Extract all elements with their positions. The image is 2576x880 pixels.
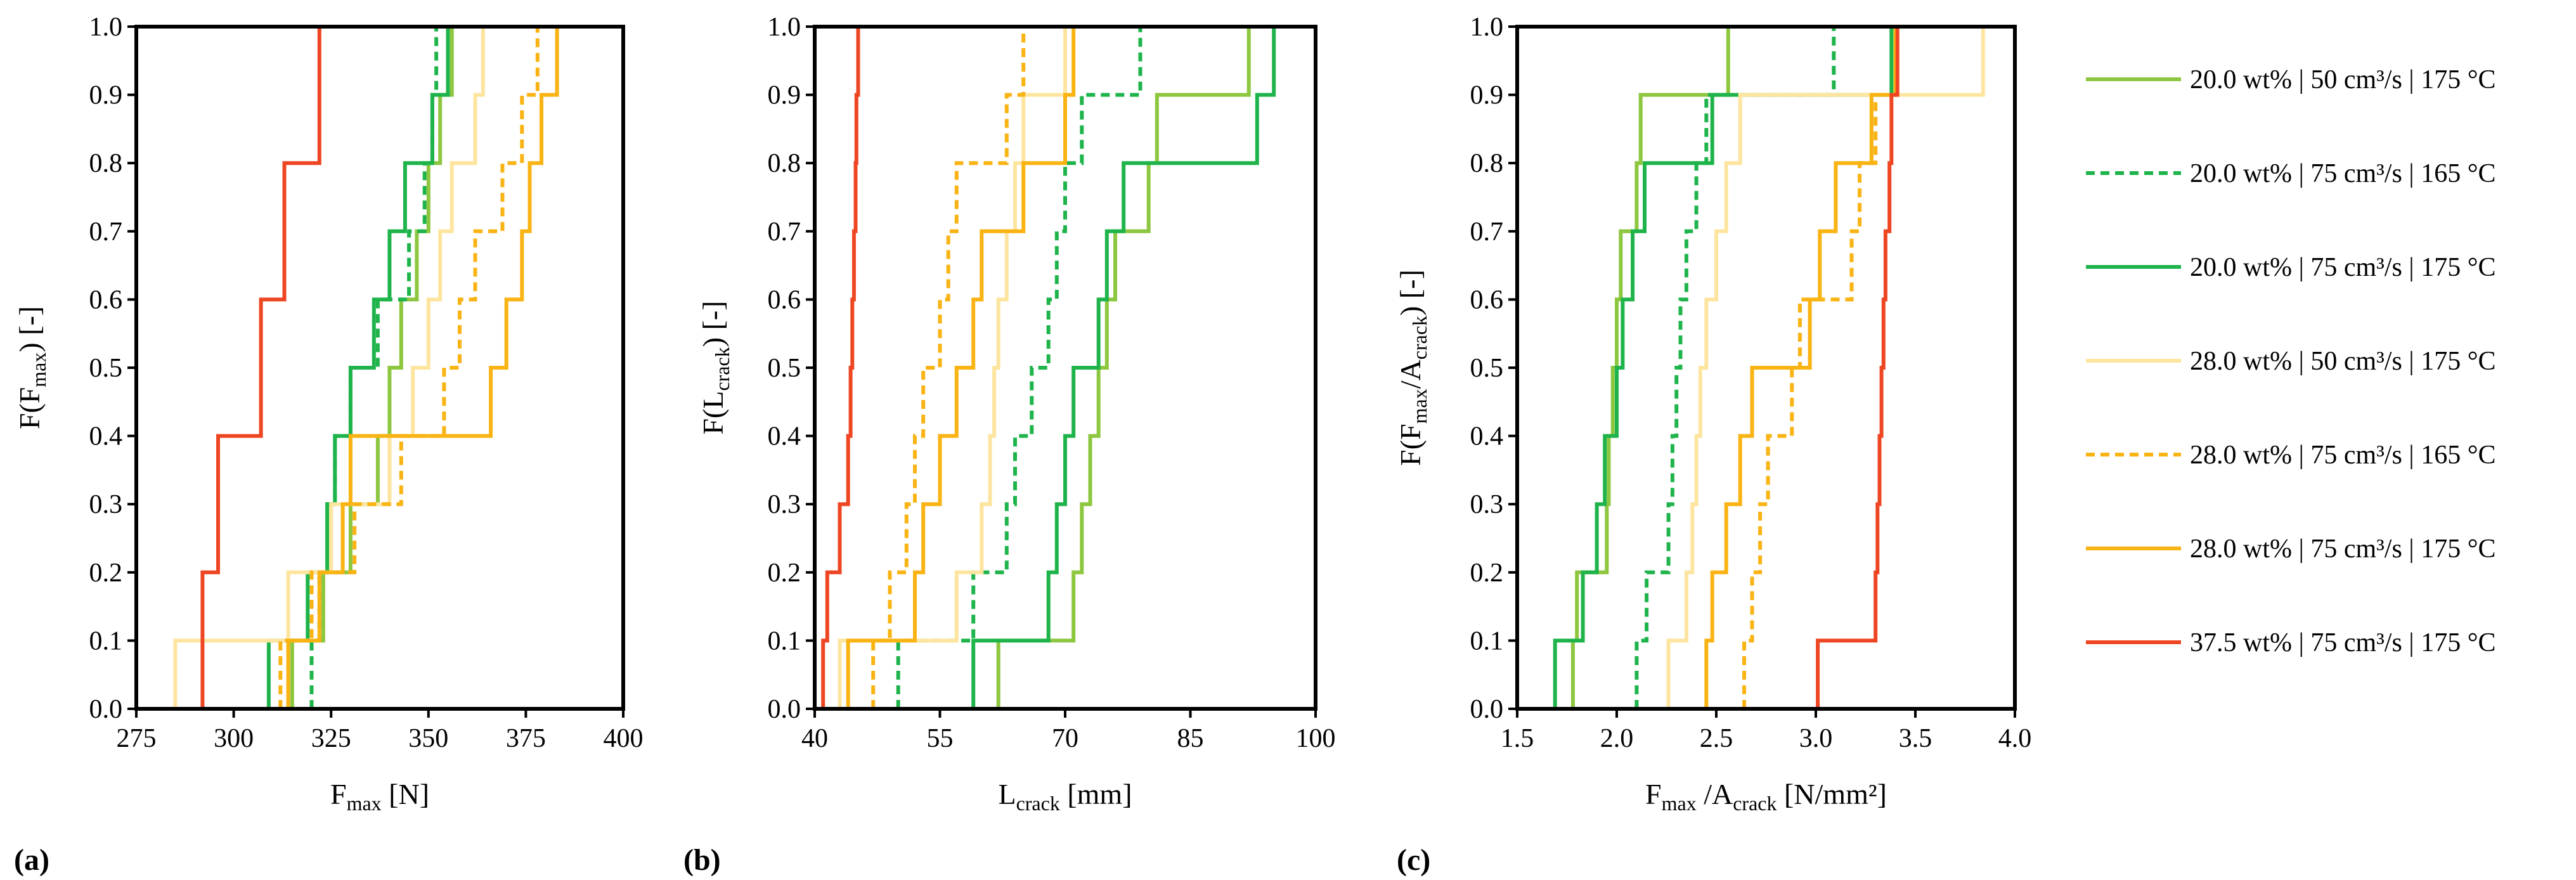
y-tick-label: 1.0 (768, 13, 801, 42)
y-tick-label: 0.9 (1470, 81, 1504, 110)
x-tick-label: 350 (408, 724, 448, 753)
x-tick-label: 3.5 (1899, 724, 1932, 753)
x-axis-label: Fmax [N] (330, 778, 429, 815)
series-line-7 (200, 25, 623, 709)
y-tick-label: 1.0 (1470, 13, 1504, 42)
legend-label-1: 20.0 wt% | 50 cm³/s | 175 °C (2190, 65, 2496, 94)
legend-label-4: 28.0 wt% | 50 cm³/s | 175 °C (2190, 347, 2496, 376)
panel-a: 275 300 325 350 375 400 0.0 0.1 0.2 0.3 0.4 0.5 0.6 0… (13, 13, 644, 877)
y-tick-label: 0.2 (768, 559, 801, 588)
y-tick-label: 0.6 (89, 285, 123, 314)
legend-label-5: 28.0 wt% | 75 cm³/s | 165 °C (2190, 441, 2496, 470)
panel-label: (b) (683, 843, 721, 877)
panel-label: (c) (1397, 843, 1430, 877)
y-tick-label: 0.4 (768, 422, 801, 451)
series-line-6 (286, 25, 623, 709)
y-axis-label: F(Fmax) [-] (13, 306, 50, 429)
x-tick-label: 100 (1296, 724, 1336, 753)
x-tick-label: 70 (1052, 724, 1078, 753)
x-axis-label: Fmax /Acrack [N/mm²] (1645, 778, 1887, 815)
series-line-3 (971, 25, 1316, 709)
series-line-6 (846, 25, 1316, 709)
legend-label-6: 28.0 wt% | 75 cm³/s | 175 °C (2190, 534, 2496, 564)
y-tick-label: 0.9 (768, 81, 801, 110)
y-tick-label: 1.0 (89, 13, 123, 42)
y-tick-label: 0.5 (768, 354, 801, 383)
series-line-1 (996, 25, 1316, 709)
series-line-4 (173, 25, 623, 709)
y-tick-label: 0.4 (89, 422, 123, 451)
x-tick-label: 4.0 (1998, 724, 2032, 753)
series-line-2 (896, 25, 1316, 709)
x-tick-label: 2.5 (1700, 724, 1733, 753)
legend-label-3: 20.0 wt% | 75 cm³/s | 175 °C (2190, 253, 2496, 282)
y-axis-label: F(Lcrack) [-] (697, 301, 734, 434)
y-tick-label: 0.9 (89, 81, 123, 110)
y-tick-label: 0.1 (89, 626, 123, 656)
series-line-2 (1634, 25, 2015, 709)
y-tick-label: 0.8 (1470, 149, 1504, 178)
y-tick-label: 0.8 (89, 149, 123, 178)
y-tick-label: 0.3 (1470, 490, 1504, 519)
series-line-4 (838, 25, 1316, 709)
x-axis-label: Lcrack [mm] (998, 778, 1132, 815)
panel-c: 1.5 2.0 2.5 3.0 3.5 4.0 0.0 0.1 0.2 0.3 0.4 0.5 0.6 0… (1394, 13, 2031, 877)
y-tick-label: 0.8 (768, 149, 801, 178)
y-tick-label: 0.0 (768, 695, 801, 724)
x-tick-label: 40 (801, 724, 828, 753)
y-tick-label: 0.0 (1470, 695, 1504, 724)
series-line-7 (821, 25, 1316, 709)
y-axis-label: F(Fmax/Acrack) [-] (1394, 269, 1431, 466)
legend: 20.0 wt% | 50 cm³/s | 175 °C 20.0 wt% | 7… (2086, 65, 2496, 657)
y-tick-label: 0.0 (89, 695, 123, 724)
x-tick-label: 375 (506, 724, 546, 753)
x-tick-label: 2.0 (1600, 724, 1634, 753)
y-tick-label: 0.6 (1470, 285, 1504, 314)
x-tick-label: 325 (311, 724, 351, 753)
legend-label-7: 37.5 wt% | 75 cm³/s | 175 °C (2190, 628, 2496, 657)
y-tick-label: 0.4 (1470, 422, 1504, 451)
panel-label: (a) (14, 843, 49, 877)
y-tick-label: 0.3 (768, 490, 801, 519)
x-tick-label: 3.0 (1799, 724, 1833, 753)
y-tick-label: 0.5 (1470, 354, 1504, 383)
y-tick-label: 0.6 (768, 285, 801, 314)
x-tick-label: 300 (214, 724, 254, 753)
series-line-7 (1816, 25, 2015, 709)
x-tick-label: 275 (117, 724, 157, 753)
y-tick-label: 0.2 (89, 559, 123, 588)
y-tick-label: 0.7 (1470, 217, 1504, 247)
x-tick-label: 55 (927, 724, 954, 753)
y-tick-label: 0.7 (768, 217, 801, 247)
series-line-3 (1553, 25, 2015, 709)
legend-label-2: 20.0 wt% | 75 cm³/s | 165 °C (2190, 159, 2496, 188)
x-tick-label: 85 (1177, 724, 1204, 753)
panel-b: 40 55 70 85 100 0.0 0.1 0.2 0.3 0.4 0.5 0.6 0.7 0.8 0.… (683, 13, 1336, 877)
x-tick-label: 1.5 (1501, 724, 1534, 753)
y-tick-label: 0.2 (1470, 559, 1504, 588)
series-line-6 (1704, 25, 2015, 709)
x-tick-label: 400 (604, 724, 644, 753)
y-tick-label: 0.1 (768, 626, 801, 656)
series-line-4 (1666, 25, 2015, 709)
y-tick-label: 0.3 (89, 490, 123, 519)
y-tick-label: 0.5 (89, 354, 123, 383)
plot-frame (134, 25, 625, 711)
y-tick-label: 0.7 (89, 217, 123, 247)
series-line-5 (278, 25, 623, 709)
y-tick-label: 0.1 (1470, 626, 1504, 656)
